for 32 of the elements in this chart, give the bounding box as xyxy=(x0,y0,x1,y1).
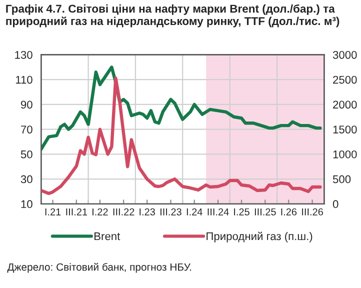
line-series xyxy=(41,66,322,151)
x-tick-label: III.21 xyxy=(66,208,88,216)
x-tick-label: I.25 xyxy=(234,208,250,216)
x-tick-label: III.24 xyxy=(208,208,229,216)
x-tick-label: I.22 xyxy=(92,208,108,216)
y2-tick-label: 0 xyxy=(332,200,338,208)
y-tick-label: 70 xyxy=(21,126,32,134)
x-tick-label: I.24 xyxy=(186,208,202,216)
x-tick-label: I.21 xyxy=(45,208,61,216)
x-tick-label: III.25 xyxy=(254,208,276,216)
x-tick-label: I.23 xyxy=(140,208,155,216)
y2-tick-label: 1500 xyxy=(333,126,357,134)
y2-tick-label: 2500 xyxy=(333,76,357,84)
legend-label: Природний газ (п.ш.) xyxy=(206,232,312,242)
y2-tick-label: 2000 xyxy=(333,100,357,109)
y2-tick-label: 3000 xyxy=(332,50,357,59)
text: Джерело: Світовий банк, прогноз НБУ. xyxy=(7,262,191,273)
y-tick-label: 110 xyxy=(16,76,32,84)
x-tick-label: III.23 xyxy=(160,208,182,216)
y-tick-label: 50 xyxy=(20,150,32,158)
x-tick-label: I.26 xyxy=(281,208,297,216)
x-tick-label: III.22 xyxy=(113,208,134,216)
y2-tick-label: 500 xyxy=(332,175,351,184)
y-tick-label: 10 xyxy=(21,200,32,208)
line-series xyxy=(41,76,322,196)
y-tick-label: 30 xyxy=(20,175,32,184)
y2-tick-label: 1000 xyxy=(333,150,357,158)
chart-title: Графік 4.7. Світові ціни на нафту марки Brent (дол./бар.) та природний газ на нідерландському ринку, TTF (дол./тис. м³) xyxy=(6,4,340,28)
x-tick-label: III.26 xyxy=(302,208,323,216)
y-tick-label: 90 xyxy=(20,100,32,109)
legend-label: Brent xyxy=(94,232,120,240)
y-tick-label: 130 xyxy=(15,50,32,59)
